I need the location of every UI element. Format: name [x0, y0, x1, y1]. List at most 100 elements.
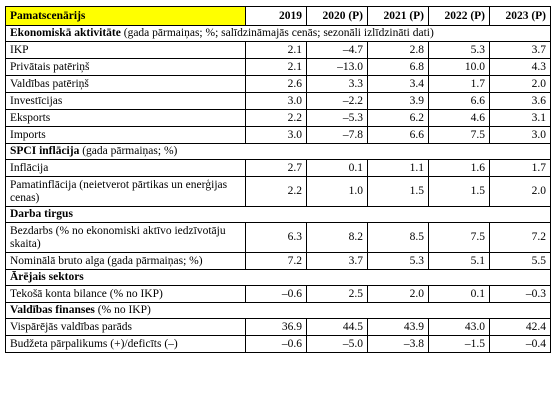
value-cell: 2.2: [245, 109, 307, 127]
value-cell: 6.8: [367, 58, 429, 76]
value-cell: 3.0: [245, 126, 307, 144]
value-cell: 3.0: [489, 126, 551, 144]
table-row: Budžeta pārpalikums (+)/deficīts (–) –0.6…: [5, 335, 551, 353]
row-label: Nominālā bruto alga (gada pārmaiņas; %): [5, 252, 246, 270]
value-cell: 7.2: [489, 222, 551, 253]
table-row: IKP 2.1 –4.7 2.8 5.3 3.7: [5, 41, 551, 59]
value-cell: 6.2: [367, 109, 429, 127]
value-cell: 2.7: [245, 159, 307, 177]
value-cell: 3.9: [367, 92, 429, 110]
section-header: Darba tirgus: [5, 206, 551, 223]
value-cell: 2.2: [245, 176, 307, 207]
value-cell: 2.1: [245, 58, 307, 76]
section-title: Valdības finanses: [10, 304, 95, 316]
value-cell: 4.3: [489, 58, 551, 76]
header-year: 2023 (P): [489, 6, 551, 26]
value-cell: 2.8: [367, 41, 429, 59]
value-cell: 7.5: [428, 126, 490, 144]
value-cell: 44.5: [306, 318, 368, 336]
row-label: Inflācija: [5, 159, 246, 177]
table-row: Pamatinflācija (neietverot pārtikas un e…: [5, 176, 551, 207]
value-cell: 5.1: [428, 252, 490, 270]
value-cell: –0.4: [489, 335, 551, 353]
section-header: SPCI inflācija (gada pārmaiņas; %): [5, 143, 551, 160]
table-row: Bezdarbs (% no ekonomiski aktīvo iedzīvo…: [5, 222, 551, 253]
value-cell: 6.3: [245, 222, 307, 253]
section-title: SPCI inflācija: [10, 145, 80, 157]
value-cell: –0.3: [489, 285, 551, 303]
value-cell: 2.1: [245, 41, 307, 59]
value-cell: 2.0: [489, 75, 551, 93]
section-title: Ekonomiskā aktivitāte: [10, 27, 121, 39]
value-cell: 1.1: [367, 159, 429, 177]
row-label: Eksports: [5, 109, 246, 127]
value-cell: 7.5: [428, 222, 490, 253]
row-label: IKP: [5, 41, 246, 59]
table-row: Privātais patēriņš 2.1 –13.0 6.8 10.0 4.3: [5, 58, 551, 76]
value-cell: –5.0: [306, 335, 368, 353]
value-cell: 6.6: [367, 126, 429, 144]
section-header-row: Ekonomiskā aktivitāte (gada pārmaiņas; %…: [5, 25, 551, 42]
value-cell: 2.0: [367, 285, 429, 303]
section-header-row: Valdības finanses (% no IKP): [5, 302, 551, 319]
row-label: Investīcijas: [5, 92, 246, 110]
row-label: Privātais patēriņš: [5, 58, 246, 76]
value-cell: –0.6: [245, 285, 307, 303]
value-cell: 10.0: [428, 58, 490, 76]
value-cell: –13.0: [306, 58, 368, 76]
table-row: Tekošā konta bilance (% no IKP) –0.6 2.5 2.…: [5, 285, 551, 303]
table-row: Vispārējās valdības parāds 36.9 44.5 43.9 43…: [5, 318, 551, 336]
value-cell: 0.1: [306, 159, 368, 177]
section-header: Valdības finanses (% no IKP): [5, 302, 551, 319]
section-note: (gada pārmaiņas; %): [79, 145, 178, 157]
value-cell: 1.0: [306, 176, 368, 207]
row-label: Vispārējās valdības parāds: [5, 318, 246, 336]
section-header-row: Darba tirgus: [5, 206, 551, 223]
section-note: (% no IKP): [94, 304, 151, 316]
value-cell: 6.6: [428, 92, 490, 110]
value-cell: 2.0: [489, 176, 551, 207]
table-row: Eksports 2.2 –5.3 6.2 4.6 3.1: [5, 109, 551, 127]
value-cell: 8.2: [306, 222, 368, 253]
header-year: 2020 (P): [306, 6, 368, 26]
section-header: Ekonomiskā aktivitāte (gada pārmaiņas; %…: [5, 25, 551, 42]
header-year: 2021 (P): [367, 6, 429, 26]
section-note: (gada pārmaiņas; %; salīdzināmajās cenās…: [120, 27, 434, 39]
header-year: 2022 (P): [428, 6, 490, 26]
row-label: Budžeta pārpalikums (+)/deficīts (–): [5, 335, 246, 353]
value-cell: 2.6: [245, 75, 307, 93]
value-cell: 1.5: [367, 176, 429, 207]
value-cell: 4.6: [428, 109, 490, 127]
value-cell: –5.3: [306, 109, 368, 127]
value-cell: –2.2: [306, 92, 368, 110]
section-header-row: SPCI inflācija (gada pārmaiņas; %): [5, 143, 551, 160]
value-cell: 5.3: [428, 41, 490, 59]
header-row: Pamatscenārijs 2019 2020 (P) 2021 (P) 20…: [5, 6, 551, 26]
value-cell: 1.5: [428, 176, 490, 207]
table-row: Valdības patēriņš 2.6 3.3 3.4 1.7 2.0: [5, 75, 551, 93]
value-cell: 0.1: [428, 285, 490, 303]
value-cell: –0.6: [245, 335, 307, 353]
section-header: Ārējais sektors: [5, 269, 551, 286]
table-row: Inflācija 2.7 0.1 1.1 1.6 1.7: [5, 159, 551, 177]
value-cell: 3.1: [489, 109, 551, 127]
table-body: Ekonomiskā aktivitāte (gada pārmaiņas; %…: [5, 25, 551, 353]
row-label: Imports: [5, 126, 246, 144]
value-cell: 7.2: [245, 252, 307, 270]
section-title: Darba tirgus: [10, 208, 73, 220]
table-row: Nominālā bruto alga (gada pārmaiņas; %) 7…: [5, 252, 551, 270]
row-label: Valdības patēriņš: [5, 75, 246, 93]
value-cell: 5.5: [489, 252, 551, 270]
value-cell: 5.3: [367, 252, 429, 270]
value-cell: 1.7: [428, 75, 490, 93]
row-label: Pamatinflācija (neietverot pārtikas un e…: [5, 176, 246, 207]
value-cell: –1.5: [428, 335, 490, 353]
value-cell: 43.9: [367, 318, 429, 336]
value-cell: 3.6: [489, 92, 551, 110]
value-cell: 3.0: [245, 92, 307, 110]
value-cell: 43.0: [428, 318, 490, 336]
value-cell: 8.5: [367, 222, 429, 253]
row-label: Tekošā konta bilance (% no IKP): [5, 285, 246, 303]
header-label: Pamatscenārijs: [5, 6, 246, 26]
value-cell: 2.5: [306, 285, 368, 303]
